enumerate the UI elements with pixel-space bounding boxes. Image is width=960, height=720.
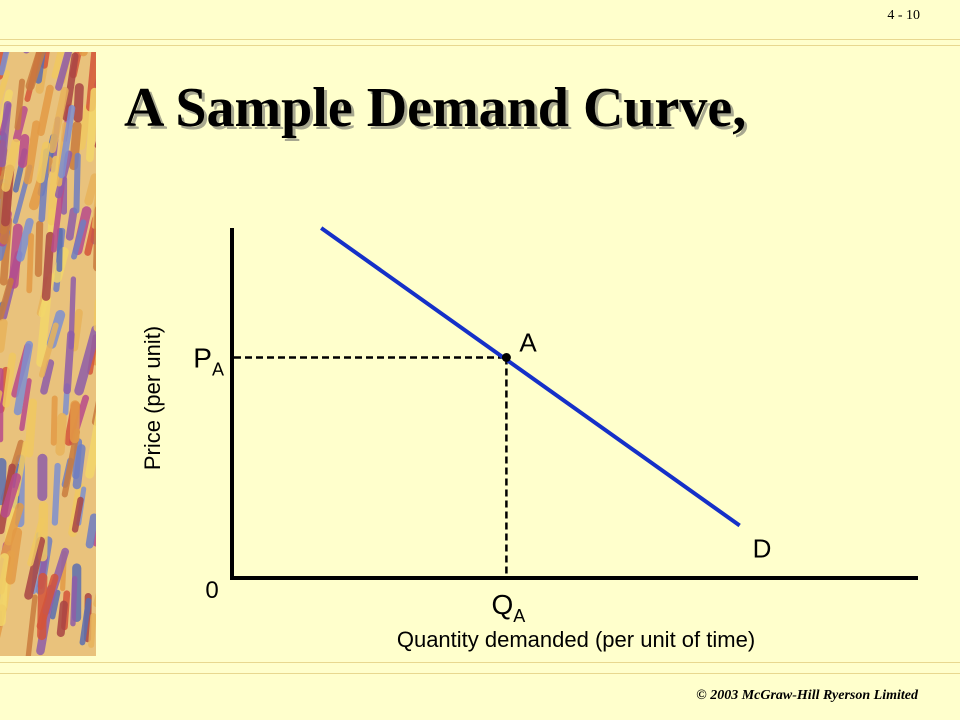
demand-curve	[320, 226, 741, 528]
x-axis-label: Quantity demanded (per unit of time)	[397, 627, 755, 652]
quantity-a-main: Q	[492, 589, 514, 620]
footer-rule	[0, 673, 960, 674]
slide-title: A Sample Demand Curve,	[124, 77, 747, 139]
decorative-side-art	[0, 52, 96, 656]
y-axis-label: Price (per unit)	[140, 326, 165, 470]
price-a-sub: A	[212, 360, 224, 380]
quantity-a-sub: A	[513, 606, 525, 626]
header-rule	[0, 45, 960, 46]
price-a-label: PA	[193, 343, 224, 380]
curve-d-label: D	[753, 534, 772, 564]
quantity-a-label: QA	[492, 589, 526, 626]
price-a-main: P	[193, 343, 212, 374]
point-a-marker	[501, 353, 511, 362]
slide-number: 4 - 10	[887, 8, 920, 23]
copyright-footer: © 2003 McGraw-Hill Ryerson Limited	[696, 688, 918, 703]
origin-label: 0	[205, 577, 218, 604]
header-rule	[0, 39, 960, 40]
point-a-label: A	[519, 328, 537, 358]
footer-rule	[0, 662, 960, 663]
